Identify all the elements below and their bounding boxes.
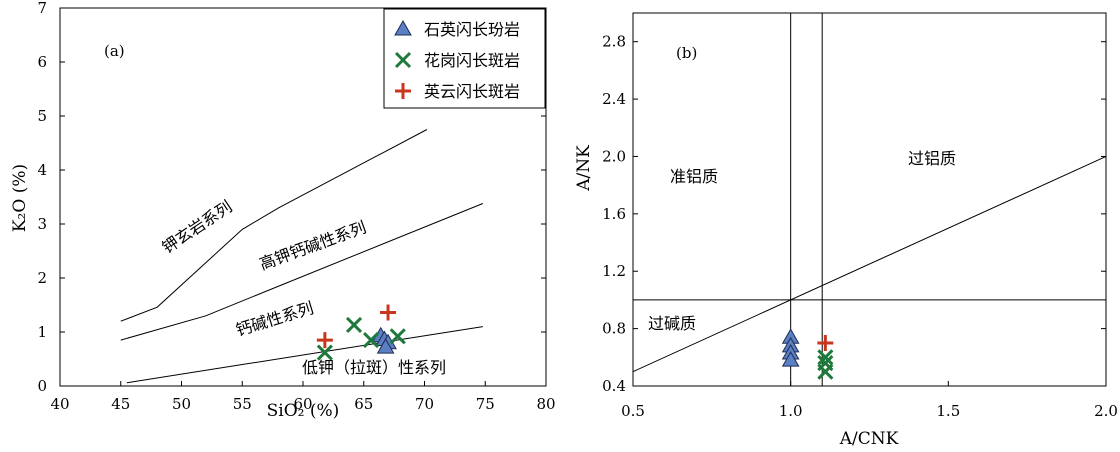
panel-b-point-s2-0	[817, 334, 834, 351]
panel-b-frame	[632, 12, 1107, 387]
panel-a-point-s1-1	[345, 316, 363, 334]
panel-a-y-tick-label-1: 1	[37, 323, 47, 341]
panel-b-y-axis-label: A/NK	[574, 145, 594, 192]
panel-b-y-tick-label-1: 0.8	[602, 320, 626, 338]
panel-a-x-tick-label-2: 50	[172, 395, 191, 413]
panel-a-x-axis-label: SiO₂ (%)	[267, 401, 340, 421]
panel-a-x-tick-label-5: 65	[354, 395, 373, 413]
panel-a-x-tick-label-7: 75	[476, 395, 495, 413]
legend-marker-plus	[395, 83, 411, 99]
panel-b-x-tick-label-0: 0.5	[621, 402, 645, 420]
panel-a-point-s0-3	[376, 338, 395, 354]
panel-b-point-s1-2	[817, 363, 834, 380]
region-label-peraluminous: 过铝质	[908, 149, 956, 168]
panel-a-x-tick-label-4: 60	[293, 395, 312, 413]
panel-b-diagonal-line	[632, 156, 1107, 373]
panel-a-y-tick-label-2: 2	[37, 269, 47, 287]
panel-a-point-s2-0	[316, 332, 333, 349]
panel-b-y-tick-label-4: 2.0	[602, 147, 626, 165]
panel-b-x-axis-label: A/CNK	[839, 429, 899, 449]
panel-b-y-tick-label-2: 1.2	[602, 262, 626, 280]
boundary-line-2	[126, 326, 483, 384]
legend: 石英闪长玢岩 花岗闪长斑岩 英云闪长斑岩	[383, 8, 546, 109]
boundary-line-1	[120, 203, 484, 341]
panel-b-point-s1-0	[817, 349, 834, 366]
legend-label-granodiorite-porphyry: 花岗闪长斑岩	[424, 51, 520, 70]
panel-a-y-tick-label-7: 7	[37, 0, 47, 17]
panel-a-label: (a)	[104, 42, 125, 60]
panel-b-x-tick-label-2: 1.5	[936, 402, 960, 420]
panel-b-x-tick-label-3: 2.0	[1094, 402, 1118, 420]
region-label-high-k-calc-alkaline: 高钾钙碱性系列	[257, 218, 369, 274]
panel-b-y-tick-label-5: 2.4	[602, 90, 626, 108]
boundary-line-0	[120, 129, 428, 322]
panel-a-point-s1-0	[316, 344, 333, 361]
panel-a-y-tick-label-6: 6	[37, 53, 47, 71]
panel-a-point-s1-3	[389, 328, 406, 345]
panel-a-y-tick-label-0: 0	[37, 377, 47, 395]
panel-a-y-axis-label: K₂O (%)	[10, 164, 30, 232]
region-label-low-k-tholeiitic: 低钾（拉斑）性系列	[302, 358, 446, 377]
panel-b-label: (b)	[676, 44, 697, 62]
legend-marker-triangle	[394, 19, 412, 36]
region-label-metaluminous: 准铝质	[670, 167, 718, 186]
panel-a-x-tick-label-0: 40	[50, 395, 69, 413]
panel-b-point-s0-3	[781, 351, 800, 367]
panel-a-y-tick-label-5: 5	[37, 107, 47, 125]
panel-a-x-tick-label-1: 45	[111, 395, 130, 413]
panel-a-x-tick-label-3: 55	[233, 395, 252, 413]
panel-b: (b) 0.5 1.0 1.5 2.0 0.4 0.8 1.2 1.6 2.0 2.4 2.8 准铝…	[574, 12, 1118, 449]
legend-label-quartz-diorite-porphyrite: 石英闪长玢岩	[424, 20, 520, 39]
region-label-calc-alkaline: 钙碱性系列	[234, 298, 316, 340]
panel-a-x-tick-label-8: 80	[536, 395, 555, 413]
legend-label-tonalite-porphyry: 英云闪长斑岩	[424, 82, 520, 101]
panel-b-y-tick-label-3: 1.6	[602, 205, 626, 223]
region-label-shoshonite: 钾玄岩系列	[159, 197, 236, 257]
panel-a-x-tick-label-6: 70	[415, 395, 434, 413]
panel-a-point-s2-1	[380, 304, 397, 321]
panel-a-y-tick-label-4: 4	[37, 161, 47, 179]
panel-a-point-s1-2	[362, 332, 380, 349]
panel-b-y-tick-label-6: 2.8	[602, 33, 626, 51]
panel-b-x-tick-label-1: 1.0	[779, 402, 803, 420]
panel-b-y-tick-label-0: 0.4	[602, 377, 626, 395]
panel-a-y-tick-label-3: 3	[37, 215, 47, 233]
legend-marker-x	[394, 51, 412, 69]
region-label-peralkaline: 过碱质	[648, 314, 696, 333]
